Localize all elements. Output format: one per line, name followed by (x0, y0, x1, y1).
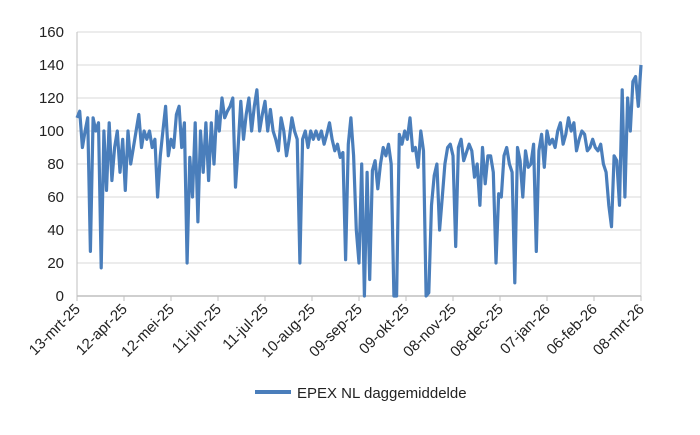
y-tick-label: 120 (39, 90, 64, 107)
y-tick-label: 20 (47, 255, 64, 272)
y-tick-label: 140 (39, 57, 64, 74)
series-group (75, 64, 643, 298)
y-tick-label: 100 (39, 123, 64, 140)
x-tick-label: 11-jun-25 (169, 301, 225, 357)
y-tick-label: 0 (56, 288, 64, 305)
x-tick-label: 08-mrt-26 (590, 301, 648, 359)
series-line (75, 64, 643, 298)
y-tick-label: 160 (39, 24, 64, 41)
y-tick-label: 60 (47, 189, 64, 206)
legend: EPEX NL daggemiddelde (255, 385, 467, 402)
y-tick-label: 80 (47, 156, 64, 173)
y-axis-tick-labels: 0 20 40 60 80 100 120 140 160 (39, 24, 64, 305)
y-tick-label: 40 (47, 222, 64, 239)
gridlines (77, 31, 642, 296)
legend-label: EPEX NL daggemiddelde (297, 385, 467, 402)
